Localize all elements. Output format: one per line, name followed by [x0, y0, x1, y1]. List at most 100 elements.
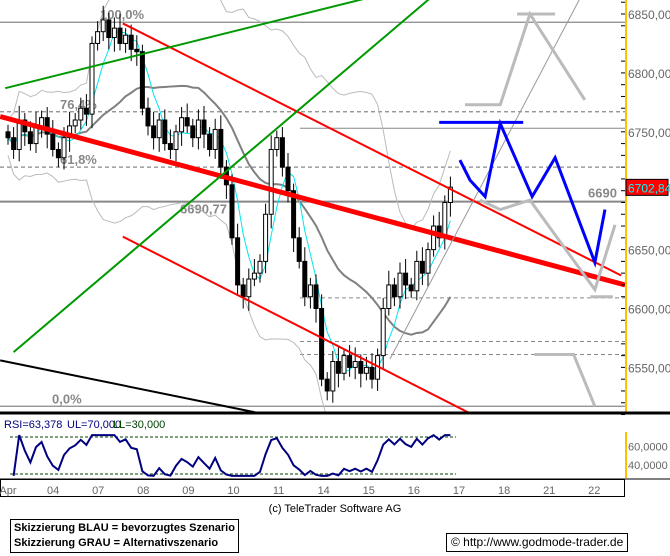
- candle: [55, 142, 61, 168]
- level-label-right: 6690: [588, 186, 617, 201]
- candle-body: [235, 237, 241, 286]
- candle-body: [335, 361, 341, 374]
- candle-body: [201, 119, 207, 135]
- candle: [156, 112, 162, 152]
- gray-scenario-path: [534, 352, 597, 407]
- last-price-box: [625, 178, 669, 196]
- candle-body: [313, 284, 319, 310]
- candle: [235, 223, 241, 295]
- candle: [33, 111, 39, 154]
- trendline: [389, 0, 580, 360]
- candle-body: [106, 19, 112, 39]
- candle: [123, 28, 129, 53]
- candle-body: [324, 378, 330, 392]
- candle-body: [431, 225, 437, 251]
- candle: [106, 12, 112, 50]
- candle-body: [218, 128, 224, 168]
- candle-body: [397, 272, 403, 298]
- candle-body: [229, 184, 235, 239]
- candle-body: [78, 107, 84, 121]
- candle: [313, 274, 319, 323]
- price-plot: 100,0%76,4%61,8%6690,770,0%6690: [0, 0, 625, 412]
- candle-body: [5, 131, 11, 139]
- candle: [67, 111, 73, 152]
- candle: [268, 135, 274, 229]
- price-tick-label: 6800,00: [628, 67, 670, 81]
- candle-body: [39, 117, 45, 127]
- candle-body: [319, 308, 325, 380]
- candle-body: [162, 119, 168, 145]
- date-tick-label: 04: [47, 485, 59, 497]
- rsi-ul-label: UL=70,000: [67, 419, 121, 431]
- candle-body: [44, 117, 50, 135]
- candle: [431, 215, 437, 257]
- copyright-credit: (c) TeleTrader Software AG: [268, 503, 402, 515]
- candle: [251, 259, 257, 287]
- candle-body: [173, 131, 179, 150]
- candle-body: [279, 137, 285, 168]
- candle-body: [251, 272, 257, 280]
- trendline: [122, 235, 470, 412]
- candle-body: [442, 201, 448, 239]
- candle: [447, 176, 453, 217]
- candle-body: [55, 148, 61, 159]
- candle: [5, 124, 11, 145]
- date-tick-label: 14: [318, 485, 330, 497]
- candle: [179, 107, 185, 146]
- candle-body: [240, 284, 246, 298]
- candle: [296, 227, 302, 269]
- candle-body: [128, 34, 134, 50]
- candle-body: [123, 34, 129, 44]
- candle-body: [212, 128, 218, 150]
- candle-body: [72, 119, 78, 127]
- candle-body: [330, 361, 336, 392]
- candle-body: [134, 48, 140, 53]
- candle: [341, 348, 347, 381]
- candle: [145, 97, 151, 136]
- candle-body: [111, 27, 117, 39]
- candle: [195, 109, 201, 150]
- candle-body: [195, 119, 201, 139]
- candle: [319, 294, 325, 387]
- candle: [324, 372, 330, 401]
- candle: [184, 103, 190, 133]
- scenario-legend: Skizzierung BLAU = bevorzugtes Szenario …: [10, 519, 239, 553]
- candle-body: [414, 260, 420, 292]
- candle: [167, 129, 173, 159]
- website-link[interactable]: © http://www.godmode-trader.de: [446, 533, 629, 552]
- trendline: [4, 0, 364, 90]
- date-tick-label: 10: [227, 485, 239, 497]
- date-tick-label: 18: [498, 485, 510, 497]
- candle-body: [285, 166, 291, 192]
- candle: [128, 24, 134, 62]
- candle: [16, 105, 22, 162]
- candle-body: [307, 284, 313, 298]
- candle: [335, 347, 341, 388]
- candle-body: [207, 133, 213, 150]
- price-tick-label: 6650,00: [628, 244, 670, 258]
- candle: [263, 203, 269, 274]
- fib-label: 6690,77: [180, 202, 227, 217]
- candle-body: [358, 361, 364, 374]
- rsi-tick-label: 40,0000: [628, 460, 668, 472]
- candle-body: [352, 361, 358, 368]
- date-tick-label: 09: [182, 485, 194, 497]
- price-tick-label: 6850,00: [628, 8, 670, 22]
- candle: [151, 111, 157, 150]
- trendline: [12, 0, 430, 353]
- candle-body: [89, 42, 95, 115]
- candle: [173, 124, 179, 162]
- candle-body: [145, 107, 151, 127]
- candle: [246, 268, 252, 311]
- candle: [111, 17, 117, 52]
- candle-body: [291, 190, 297, 239]
- candle-body: [83, 107, 89, 115]
- legend-gray: Skizzierung GRAU = Alternativszenario: [14, 537, 219, 549]
- gray-scenario-path: [464, 10, 587, 107]
- candle: [83, 94, 89, 126]
- candle-body: [184, 117, 190, 127]
- candle: [240, 277, 246, 309]
- candle-body: [100, 19, 106, 33]
- date-axis-box: [0, 479, 625, 497]
- candle-body: [11, 137, 17, 150]
